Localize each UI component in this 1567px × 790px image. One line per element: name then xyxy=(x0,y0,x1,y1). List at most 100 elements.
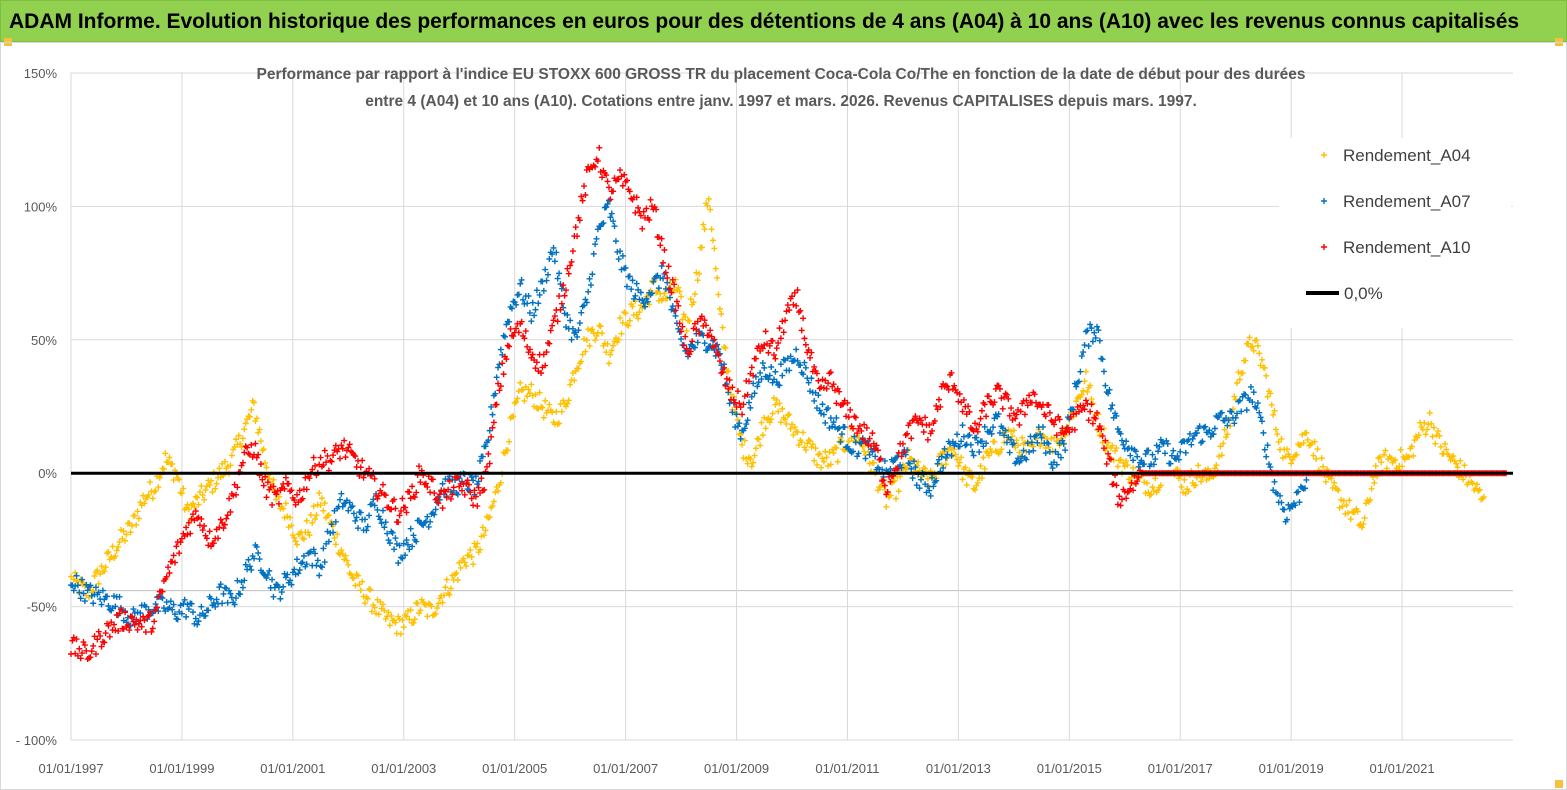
data-point xyxy=(470,477,477,484)
data-point xyxy=(1167,460,1174,467)
data-point xyxy=(772,355,779,362)
data-point xyxy=(1224,431,1231,438)
data-point xyxy=(248,441,255,448)
data-point xyxy=(1114,463,1121,470)
data-point xyxy=(798,327,805,334)
data-point xyxy=(292,538,299,545)
data-point xyxy=(1221,426,1228,433)
data-point xyxy=(953,431,960,438)
data-point xyxy=(1113,445,1120,452)
data-point xyxy=(317,502,324,509)
data-point xyxy=(648,203,655,210)
data-point xyxy=(969,474,976,481)
data-point xyxy=(1042,450,1049,457)
data-point xyxy=(317,454,324,461)
data-point xyxy=(607,196,614,203)
data-point xyxy=(723,375,730,382)
data-point xyxy=(479,453,486,460)
data-point xyxy=(364,523,371,530)
data-point xyxy=(1102,437,1109,444)
data-point xyxy=(400,540,407,547)
data-point xyxy=(578,358,585,365)
data-point xyxy=(1432,440,1439,447)
data-point xyxy=(374,495,381,502)
data-point xyxy=(385,609,392,616)
data-point xyxy=(454,491,461,498)
data-point xyxy=(1231,393,1238,400)
data-point xyxy=(772,368,779,375)
chart-subtitle-line-2: entre 4 (A04) et 10 ans (A10). Cotations… xyxy=(365,93,1197,110)
data-point xyxy=(887,492,894,499)
data-point xyxy=(507,325,514,332)
data-point xyxy=(937,403,944,410)
data-point xyxy=(1021,411,1028,418)
data-point xyxy=(615,336,622,343)
data-point xyxy=(155,593,162,600)
data-point xyxy=(296,566,303,573)
data-point xyxy=(385,537,392,544)
data-point xyxy=(260,482,267,489)
data-point xyxy=(109,543,116,550)
data-point xyxy=(1310,452,1317,459)
data-point xyxy=(339,445,346,452)
data-point xyxy=(1155,448,1162,455)
data-point xyxy=(69,637,76,644)
data-point xyxy=(151,618,158,625)
data-point xyxy=(449,491,456,498)
data-point xyxy=(820,458,827,465)
data-point xyxy=(933,477,940,484)
x-axis-tick-labels: 01/01/1997 01/01/1999 01/01/2001 01/01/2003… xyxy=(38,761,1434,776)
data-point xyxy=(328,521,335,528)
data-point xyxy=(1078,407,1085,414)
data-point xyxy=(1245,340,1252,347)
data-point xyxy=(191,620,198,627)
data-point xyxy=(1102,382,1109,389)
data-point xyxy=(949,386,956,393)
data-point xyxy=(626,188,633,195)
data-point xyxy=(1081,406,1088,413)
data-point xyxy=(1087,408,1094,415)
data-point xyxy=(1220,440,1227,447)
data-point xyxy=(316,572,323,579)
data-point xyxy=(869,430,876,437)
data-point xyxy=(76,645,83,652)
data-point xyxy=(406,616,413,623)
data-point xyxy=(1128,445,1135,452)
data-point xyxy=(320,507,327,514)
data-point xyxy=(826,370,833,377)
data-point xyxy=(239,459,246,466)
y-tick-label: - 100% xyxy=(16,733,58,748)
data-point xyxy=(593,235,600,242)
data-point xyxy=(740,401,747,408)
data-point xyxy=(629,303,636,310)
data-point xyxy=(368,608,375,615)
data-point xyxy=(255,429,262,436)
data-point xyxy=(782,416,789,423)
data-point xyxy=(288,581,295,588)
data-point xyxy=(1261,446,1268,453)
data-point xyxy=(974,439,981,446)
data-point xyxy=(152,601,159,608)
data-point xyxy=(597,168,604,175)
data-point xyxy=(496,387,503,394)
data-point xyxy=(648,290,655,297)
data-point xyxy=(461,559,468,566)
data-point xyxy=(1231,420,1238,427)
data-point xyxy=(1453,460,1460,467)
data-point xyxy=(543,349,550,356)
data-point xyxy=(1288,460,1295,467)
data-point xyxy=(1109,442,1116,449)
data-point xyxy=(1238,408,1245,415)
data-point xyxy=(492,390,499,397)
data-point xyxy=(528,381,535,388)
data-point xyxy=(108,553,115,560)
data-point xyxy=(1045,401,1052,408)
data-point xyxy=(691,344,698,351)
data-point xyxy=(486,427,493,434)
data-point xyxy=(1135,463,1142,470)
data-point xyxy=(439,599,446,606)
data-point xyxy=(242,561,249,568)
data-point xyxy=(683,345,690,352)
data-point xyxy=(220,525,227,532)
data-point xyxy=(404,607,411,614)
